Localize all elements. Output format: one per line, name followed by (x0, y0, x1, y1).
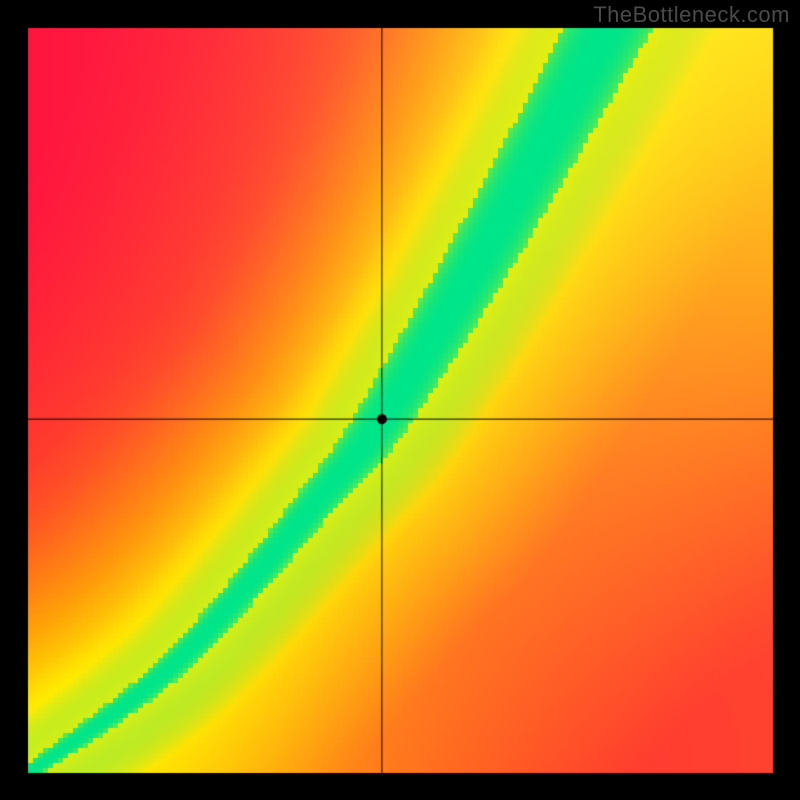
bottleneck-heatmap (0, 0, 800, 800)
chart-container: TheBottleneck.com (0, 0, 800, 800)
watermark-text: TheBottleneck.com (593, 2, 790, 28)
